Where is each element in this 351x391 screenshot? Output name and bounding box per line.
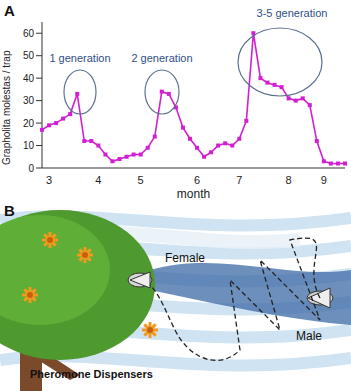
svg-text:9: 9 bbox=[321, 174, 327, 186]
svg-text:3-5 generation: 3-5 generation bbox=[257, 7, 328, 19]
svg-text:7: 7 bbox=[236, 174, 242, 186]
svg-text:B: B bbox=[4, 202, 15, 219]
svg-text:Female: Female bbox=[165, 251, 205, 265]
svg-text:60: 60 bbox=[23, 28, 35, 39]
svg-text:5: 5 bbox=[138, 174, 144, 186]
svg-text:30: 30 bbox=[23, 95, 35, 106]
svg-text:20: 20 bbox=[23, 118, 35, 129]
svg-text:3: 3 bbox=[46, 174, 52, 186]
svg-text:A: A bbox=[4, 2, 15, 19]
svg-text:month: month bbox=[177, 187, 210, 200]
svg-text:10: 10 bbox=[23, 140, 35, 151]
svg-text:50: 50 bbox=[23, 50, 35, 61]
svg-text:Grapholita molestas / trap: Grapholita molestas / trap bbox=[1, 50, 12, 165]
svg-text:1 generation: 1 generation bbox=[49, 52, 110, 64]
svg-text:Male: Male bbox=[296, 329, 322, 343]
svg-text:6: 6 bbox=[194, 174, 200, 186]
svg-text:0: 0 bbox=[28, 163, 34, 174]
svg-text:8: 8 bbox=[286, 174, 292, 186]
svg-text:Pheromone Dispensers: Pheromone Dispensers bbox=[30, 368, 153, 380]
svg-text:4: 4 bbox=[95, 174, 101, 186]
svg-text:40: 40 bbox=[23, 73, 35, 84]
svg-text:2 generation: 2 generation bbox=[131, 52, 192, 64]
